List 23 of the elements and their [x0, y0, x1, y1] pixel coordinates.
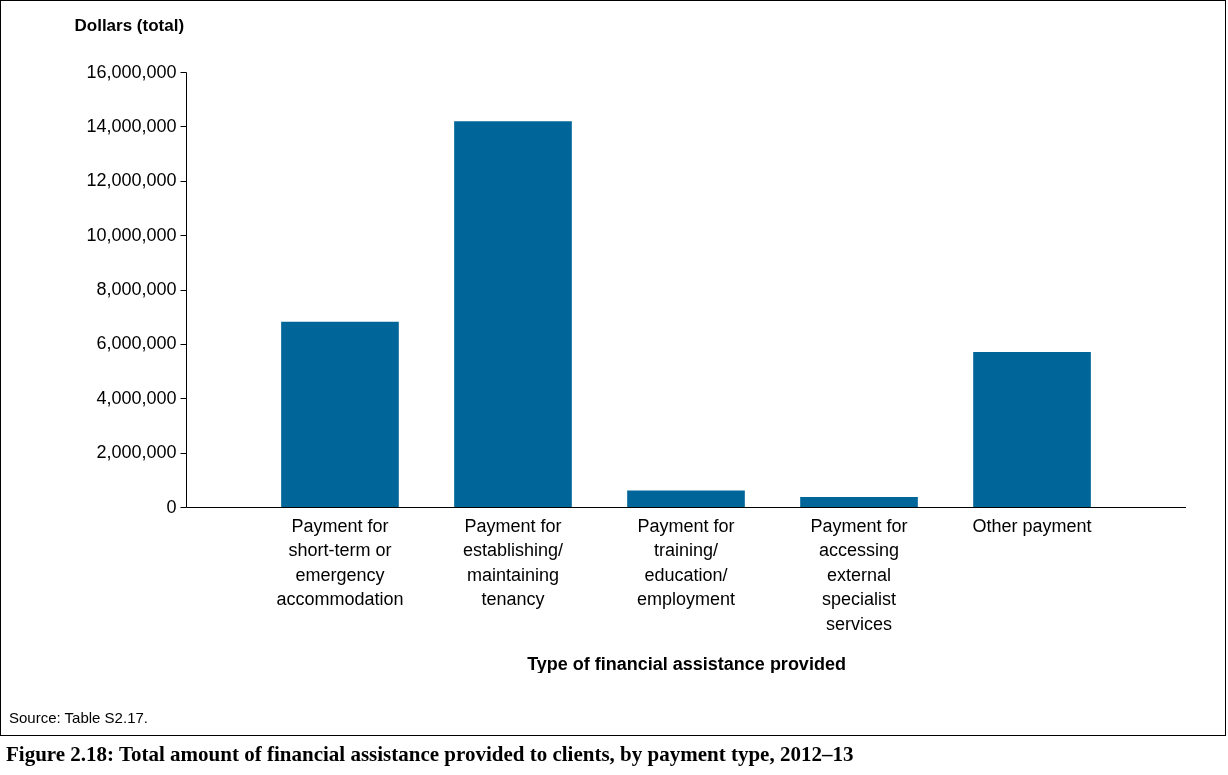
bar	[973, 352, 1091, 507]
y-tick-label: 12,000,000	[86, 170, 177, 191]
y-tick-label: 2,000,000	[96, 442, 177, 463]
x-tick-label: Other payment	[972, 515, 1092, 536]
bar	[281, 321, 399, 507]
x-tick-label: Payment for short-term or emergency accommodation	[276, 515, 404, 609]
y-tick-label: 4,000,000	[96, 387, 177, 408]
bar	[454, 121, 572, 507]
y-tick-label: 14,000,000	[86, 115, 177, 136]
bar	[800, 496, 918, 507]
y-tick-label: 16,000,000	[86, 61, 177, 82]
x-tick-label: Payment for establishing/maintaining tenancy	[462, 515, 564, 609]
bar	[627, 490, 745, 507]
x-axis-title: Type of financial assistance provided	[527, 653, 846, 674]
x-tick-label: Payment for accessing external specialist services	[810, 515, 908, 634]
y-axis-title: Dollars (total)	[74, 15, 185, 35]
y-tick-label: 10,000,000	[86, 224, 177, 245]
y-tick-label: 0	[166, 496, 177, 517]
x-tick-label: Payment for training/education/employment	[636, 515, 736, 609]
text: Figure 2.18: Total amount of financial assistance provided to clients, by payment type, 2012–13	[6, 742, 854, 767]
y-tick-label: 6,000,000	[96, 333, 177, 354]
y-tick-label: 8,000,000	[96, 279, 177, 299]
source-note: Source: Table S2.17.	[9, 709, 148, 726]
